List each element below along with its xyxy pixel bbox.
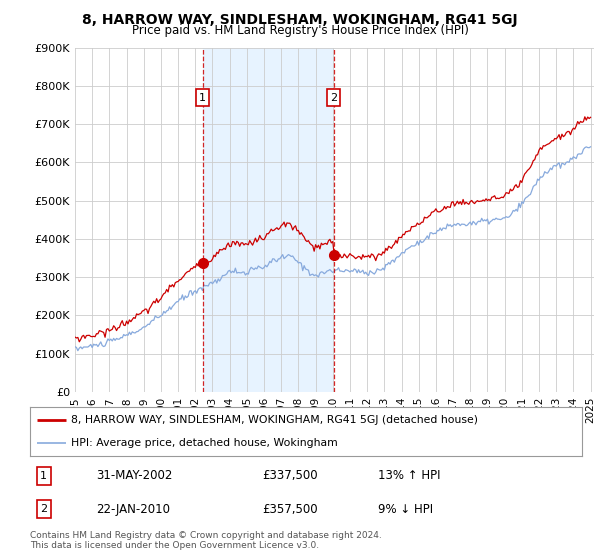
Text: 8, HARROW WAY, SINDLESHAM, WOKINGHAM, RG41 5GJ (detached house): 8, HARROW WAY, SINDLESHAM, WOKINGHAM, RG… <box>71 416 478 426</box>
Text: Contains HM Land Registry data © Crown copyright and database right 2024.
This d: Contains HM Land Registry data © Crown c… <box>30 531 382 550</box>
Text: Price paid vs. HM Land Registry's House Price Index (HPI): Price paid vs. HM Land Registry's House … <box>131 24 469 37</box>
Text: 31-MAY-2002: 31-MAY-2002 <box>96 469 173 483</box>
Text: 2: 2 <box>330 92 337 102</box>
Text: 9% ↓ HPI: 9% ↓ HPI <box>378 502 433 516</box>
Text: £337,500: £337,500 <box>262 469 317 483</box>
Bar <box>203 48 334 392</box>
Text: 2: 2 <box>40 504 47 514</box>
Text: 13% ↑ HPI: 13% ↑ HPI <box>378 469 440 483</box>
Text: 1: 1 <box>40 471 47 481</box>
Text: 8, HARROW WAY, SINDLESHAM, WOKINGHAM, RG41 5GJ: 8, HARROW WAY, SINDLESHAM, WOKINGHAM, RG… <box>82 13 518 27</box>
Text: 22-JAN-2010: 22-JAN-2010 <box>96 502 170 516</box>
Text: HPI: Average price, detached house, Wokingham: HPI: Average price, detached house, Woki… <box>71 437 338 447</box>
Text: 1: 1 <box>199 92 206 102</box>
Text: £357,500: £357,500 <box>262 502 317 516</box>
